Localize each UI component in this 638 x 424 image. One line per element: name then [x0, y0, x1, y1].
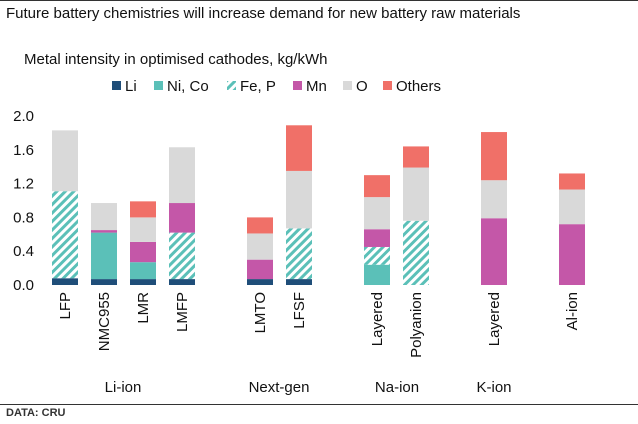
top-rule: [0, 0, 638, 1]
bar-segment-o-lfp: [52, 130, 78, 192]
bottom-rule: [0, 404, 638, 405]
group-label-next-gen: Next-gen: [249, 379, 310, 396]
bar-segment-mn-lmto: [247, 259, 273, 280]
bar-segment-o-polyanion: [403, 167, 429, 221]
legend-label-ni-co: Ni, Co: [167, 78, 209, 95]
legend-swatch-mn: [293, 81, 302, 90]
bar-segment-fe-p-layered: [364, 246, 390, 265]
y-tick-label: 1.2: [13, 176, 34, 193]
bar-segment-o-layered: [364, 197, 390, 230]
bar-segment-others-polyanion: [403, 146, 429, 168]
bar-segment-others-al-ion: [559, 173, 585, 190]
bar-segment-fe-p-lmfp: [169, 232, 195, 280]
category-label-lfsf: LFSF: [291, 292, 308, 329]
category-label-nmc955: NMC955: [96, 292, 113, 351]
legend-swatch-o: [343, 81, 352, 90]
legend: Li Ni, Co Fe, P Mn O Others: [112, 78, 441, 95]
group-label-k-ion: K-ion: [476, 379, 511, 396]
bar-segment-o-layered: [481, 180, 507, 219]
bar-segment-mn-nmc955: [91, 230, 117, 233]
group-label-na-ion: Na-ion: [375, 379, 419, 396]
bar-segment-o-lmfp: [169, 147, 195, 204]
category-label-lmfp: LMFP: [174, 292, 191, 332]
legend-swatch-fe-p: [227, 81, 236, 90]
legend-label-fe-p: Fe, P: [240, 78, 276, 95]
page-title: Future battery chemistries will increase…: [6, 5, 520, 22]
bar-segment-mn-layered: [481, 218, 507, 285]
bar-segment-ni-co-lmr: [130, 262, 156, 280]
legend-swatch-others: [383, 81, 392, 90]
bar-segment-ni-co-nmc955: [91, 232, 117, 280]
bar-segment-li-nmc955: [91, 279, 117, 285]
bar-segment-li-lmfp: [169, 279, 195, 285]
bar-segment-li-lfp: [52, 278, 78, 285]
y-tick-label: 0.0: [13, 277, 34, 294]
y-tick-label: 0.8: [13, 209, 34, 226]
bar-segment-mn-lmr: [130, 241, 156, 263]
bar-segment-fe-p-polyanion: [403, 220, 429, 285]
category-label-lfp: LFP: [57, 292, 74, 320]
y-tick-label: 2.0: [13, 108, 34, 125]
bar-segment-others-lfsf: [286, 125, 312, 171]
bar-segment-li-lmr: [130, 279, 156, 285]
category-label-layered: Layered: [486, 292, 503, 346]
group-labels: Li-ion Next-gen Na-ion K-ion: [105, 379, 512, 396]
bar-segment-li-lmto: [247, 279, 273, 285]
bar-segment-fe-p-lfsf: [286, 228, 312, 280]
y-tick-label: 1.6: [13, 142, 34, 159]
category-label-layered: Layered: [369, 292, 386, 346]
bar-segment-o-lmto: [247, 233, 273, 260]
bar-segment-ni-co-layered: [364, 264, 390, 285]
category-label-lmto: LMTO: [252, 292, 269, 333]
legend-swatch-ni-co: [154, 81, 163, 90]
bar-segment-others-lmr: [130, 201, 156, 218]
bar-segment-mn-al-ion: [559, 224, 585, 285]
x-axis-labels: LFP NMC955 LMR LMFP LMTO LFSF Layered Polyanion…: [57, 292, 581, 358]
legend-swatch-li: [112, 81, 121, 90]
bar-segment-o-nmc955: [91, 203, 117, 231]
category-label-polyanion: Polyanion: [408, 292, 425, 358]
bar-segment-li-lfsf: [286, 279, 312, 285]
bar-segment-others-layered: [364, 175, 390, 198]
bar-segment-others-layered: [481, 132, 507, 181]
chart-title: Metal intensity in optimised cathodes, k…: [24, 51, 327, 68]
legend-label-li: Li: [125, 78, 137, 95]
category-label-al-ion: Al-ion: [564, 292, 581, 330]
bar-segment-o-lmr: [130, 217, 156, 242]
group-label-li-ion: Li-ion: [105, 379, 142, 396]
bar-segment-others-lmto: [247, 217, 273, 234]
bar-segment-mn-lmfp: [169, 203, 195, 233]
bars: [52, 125, 585, 285]
legend-label-o: O: [356, 78, 368, 95]
bar-segment-fe-p-lfp: [52, 191, 78, 279]
y-axis: 0.0 0.4 0.8 1.2 1.6 2.0: [13, 108, 34, 294]
data-source: DATA: CRU: [6, 407, 66, 419]
y-tick-label: 0.4: [13, 243, 34, 260]
bar-segment-mn-layered: [364, 229, 390, 247]
bar-segment-o-lfsf: [286, 170, 312, 229]
category-label-lmr: LMR: [135, 292, 152, 324]
legend-label-others: Others: [396, 78, 441, 95]
bar-segment-o-al-ion: [559, 189, 585, 225]
legend-label-mn: Mn: [306, 78, 327, 95]
